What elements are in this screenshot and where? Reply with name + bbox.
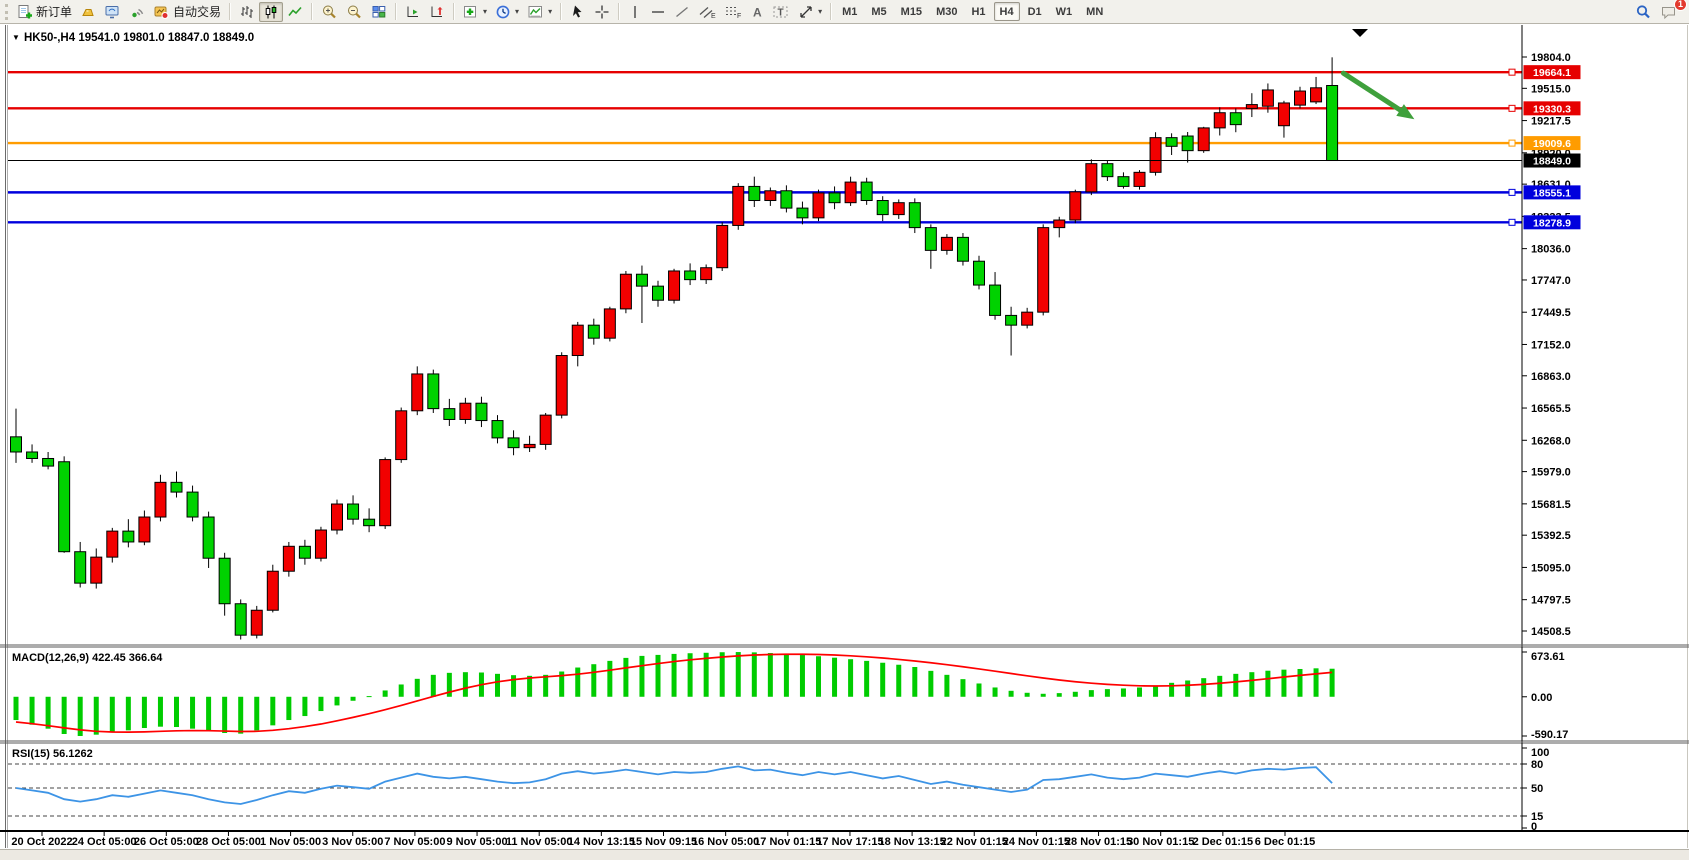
text-label-tool-button[interactable]: T xyxy=(768,2,794,22)
toolbar-separator xyxy=(311,3,314,20)
svg-text:E: E xyxy=(711,13,716,20)
crosshair-tool-button[interactable] xyxy=(590,2,614,22)
toolbar-grip xyxy=(5,3,10,20)
toolbar-separator xyxy=(618,3,621,20)
timeframe-H1[interactable]: H1 xyxy=(971,5,986,18)
chart-shift-icon xyxy=(431,6,443,17)
trendline-tool-button[interactable] xyxy=(670,2,694,22)
svg-text:F: F xyxy=(737,13,741,20)
zoom-out-button[interactable] xyxy=(342,2,367,22)
vertical-line-icon xyxy=(634,5,636,18)
zoom-in-icon xyxy=(323,5,336,18)
chevron-down-icon: ▾ xyxy=(818,7,823,16)
timeframe-M5[interactable]: M5 xyxy=(871,5,887,18)
toolbar-separator xyxy=(395,3,398,20)
timeframe-MN[interactable]: MN xyxy=(1086,5,1104,18)
auto-scroll-button[interactable] xyxy=(401,2,425,22)
svg-text:A: A xyxy=(753,5,762,19)
bar-chart-type-icon xyxy=(241,5,254,18)
channel-tool-button[interactable]: E xyxy=(694,2,720,22)
horizontal-line-tool-button[interactable] xyxy=(646,2,670,22)
timeframe-D1[interactable]: D1 xyxy=(1027,5,1042,18)
fibonacci-tool-button[interactable]: F xyxy=(720,2,746,22)
search-icon xyxy=(1636,4,1650,18)
indicators-icon xyxy=(464,5,477,17)
notification-badge: 1 xyxy=(1673,0,1687,11)
timeframe-H4[interactable]: H4 xyxy=(993,2,1020,21)
signal-icon xyxy=(132,8,144,17)
text-tool-button[interactable]: A xyxy=(746,2,768,22)
vertical-line-tool-button[interactable] xyxy=(624,2,646,22)
periods-button[interactable]: ▾ xyxy=(491,2,523,22)
tile-windows-button[interactable] xyxy=(367,2,391,22)
line-chart-type-button[interactable] xyxy=(283,2,307,22)
timeframe-M30[interactable]: M30 xyxy=(936,5,958,18)
text-icon: A xyxy=(753,5,762,19)
trendline-icon xyxy=(676,6,689,17)
timeframe-M15[interactable]: M15 xyxy=(900,5,923,18)
line-chart-type-icon xyxy=(288,6,302,16)
autotrade-button[interactable]: 自动交易 xyxy=(149,2,225,22)
cursor-tool-button[interactable] xyxy=(566,2,590,22)
clock-icon xyxy=(496,5,510,18)
chat-button[interactable]: 1 xyxy=(1656,0,1687,22)
auto-scroll-icon xyxy=(407,6,419,17)
zoom-in-button[interactable] xyxy=(317,2,342,22)
terminal-icon xyxy=(105,5,119,18)
equidistant-channel-icon: E xyxy=(699,6,716,20)
cursor-icon xyxy=(573,5,582,17)
tile-windows-icon xyxy=(372,5,386,17)
bar-chart-type-button[interactable] xyxy=(235,2,259,22)
new-order-icon xyxy=(18,4,32,18)
toolbar: 新订单 自动交 xyxy=(0,0,1689,24)
zoom-out-icon xyxy=(348,5,361,18)
svg-text:T: T xyxy=(778,7,784,18)
candlestick-type-button[interactable] xyxy=(259,1,284,22)
toolbar-separator xyxy=(560,3,563,20)
candlestick-type-icon xyxy=(265,5,277,18)
chart-area xyxy=(0,25,1689,849)
signal-button[interactable] xyxy=(125,2,149,22)
text-label-icon: T xyxy=(773,6,788,18)
arrows-icon xyxy=(800,5,812,18)
new-order-label: 新订单 xyxy=(36,5,73,19)
indicators-button[interactable]: ▾ xyxy=(459,2,491,22)
timeframe-M1[interactable]: M1 xyxy=(842,5,858,18)
autotrade-icon xyxy=(154,6,169,19)
crosshair-icon xyxy=(595,5,609,18)
toolbar-separator xyxy=(453,3,456,20)
timeframe-W1[interactable]: W1 xyxy=(1055,5,1073,18)
templates-button[interactable]: ▾ xyxy=(523,2,556,22)
terminal-button[interactable] xyxy=(100,2,125,22)
toolbar-separator xyxy=(830,3,833,20)
template-icon xyxy=(528,5,543,17)
arrows-tool-button[interactable]: ▾ xyxy=(794,2,826,22)
new-order-button[interactable]: 新订单 xyxy=(13,2,76,22)
horizontal-line-icon xyxy=(652,10,665,13)
chart-shift-button[interactable] xyxy=(425,2,449,22)
gold-button[interactable] xyxy=(76,2,100,22)
chevron-down-icon: ▾ xyxy=(483,7,488,16)
search-button[interactable] xyxy=(1631,2,1656,22)
fibonacci-icon: F xyxy=(726,6,741,20)
chevron-down-icon: ▾ xyxy=(515,7,520,16)
chevron-down-icon: ▾ xyxy=(548,7,553,16)
timeframe-group: M1 M5 M15 M30 H1 H4 D1 W1 MN xyxy=(836,2,1109,21)
autotrade-label: 自动交易 xyxy=(173,5,222,19)
toolbar-separator xyxy=(229,3,232,20)
status-bar xyxy=(0,849,1689,860)
gold-ingot-icon xyxy=(82,8,94,16)
